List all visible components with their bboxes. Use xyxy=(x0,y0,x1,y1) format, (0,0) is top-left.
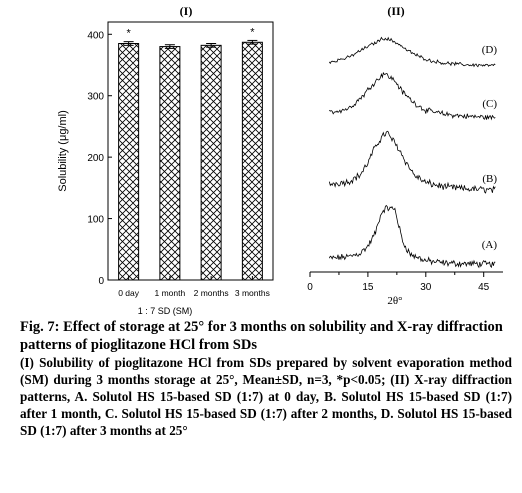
xrd-series: (A) (B) (C) (D) xyxy=(328,36,498,269)
series-label: (D) xyxy=(482,44,498,56)
caption-title: Fig. 7: Effect of storage at 25° for 3 m… xyxy=(20,319,503,353)
xrd-trace xyxy=(328,130,496,194)
bar xyxy=(159,46,181,281)
xrd-trace xyxy=(328,36,496,68)
significance-marker: * xyxy=(250,26,255,38)
x-tick-label: 0 day xyxy=(118,288,140,298)
bars: * * xyxy=(118,26,263,281)
plot-frame xyxy=(107,21,274,281)
y-axis-label: Solubility (μg/ml) xyxy=(57,110,69,192)
x-tick-label: 2 months xyxy=(194,288,229,298)
x-axis: 0 15 30 45 xyxy=(307,272,490,293)
x-axis-label: 2θ° xyxy=(387,295,402,307)
bar xyxy=(118,43,140,281)
y-tick-label: 300 xyxy=(87,92,104,103)
y-tick-label: 100 xyxy=(87,215,104,226)
x-axis-label: 1 : 7 SD (SM) xyxy=(138,306,193,316)
panel-label-II: (II) xyxy=(387,4,404,18)
xrd-trace xyxy=(329,71,496,121)
significance-marker: * xyxy=(126,28,131,40)
series-label: (C) xyxy=(482,98,497,110)
x-tick-label: 1 month xyxy=(155,288,186,298)
series-label: (A) xyxy=(482,239,498,251)
xrd-pattern-chart: (II) 0 15 30 45 (A) (B) (C) (D) 2θ° xyxy=(307,4,503,307)
x-tick-label: 3 months xyxy=(235,288,270,298)
caption-description: (I) Solubility of pioglitazone HCl from … xyxy=(20,355,512,438)
x-tick-label: 45 xyxy=(478,282,490,293)
series-label: (B) xyxy=(482,173,497,185)
panel-label-I: (I) xyxy=(180,4,193,18)
x-tick-label: 30 xyxy=(420,282,432,293)
y-tick-label: 400 xyxy=(87,30,104,41)
bar xyxy=(241,41,263,281)
x-tick-label: 15 xyxy=(362,282,374,293)
bar xyxy=(200,44,222,281)
x-axis: 0 day 1 month 2 months 3 months xyxy=(118,276,270,298)
xrd-trace xyxy=(328,204,496,269)
figure-caption: Fig. 7: Effect of storage at 25° for 3 m… xyxy=(20,318,512,439)
y-axis: 0 100 200 300 400 xyxy=(87,30,112,287)
x-tick-label: 0 xyxy=(307,282,313,293)
y-tick-label: 200 xyxy=(87,153,104,164)
y-tick-label: 0 xyxy=(98,276,104,287)
